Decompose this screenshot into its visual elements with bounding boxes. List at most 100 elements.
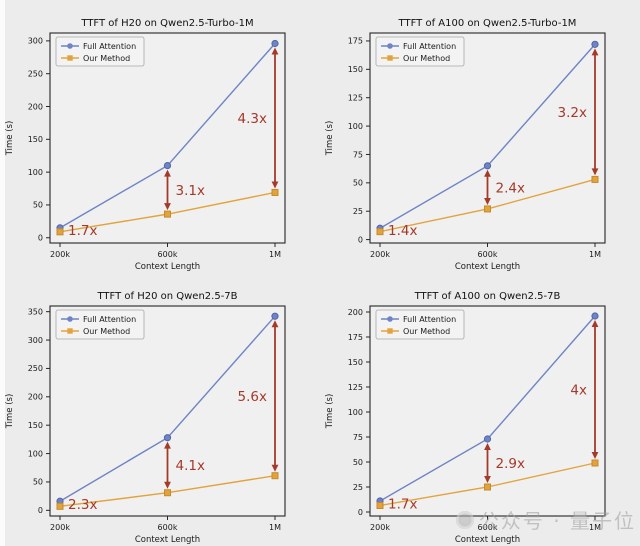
data-point-marker-our-method bbox=[591, 175, 599, 183]
chart-title: TTFT of H20 on Qwen2.5-Turbo-1M bbox=[80, 18, 253, 29]
speedup-label: 2.4x bbox=[496, 180, 525, 196]
data-point-marker-our-method bbox=[164, 489, 171, 497]
data-point-marker-full-attention bbox=[163, 434, 172, 442]
speedup-label: 3.2x bbox=[558, 105, 587, 121]
legend-marker-circle-icon bbox=[67, 316, 73, 322]
y-tick-label: 125 bbox=[348, 383, 363, 392]
arrowhead-down-icon bbox=[271, 181, 279, 189]
x-tick-label: 1M bbox=[269, 523, 281, 532]
y-tick-label: 25 bbox=[353, 207, 363, 216]
x-axis-label: Context Length bbox=[455, 262, 520, 272]
legend: Full Attention Our Method bbox=[375, 309, 465, 340]
chart-title: TTFT of H20 on Qwen2.5-7B bbox=[96, 291, 237, 302]
arrowhead-up-icon bbox=[271, 47, 279, 55]
arrowhead-down-icon bbox=[591, 452, 599, 459]
y-tick-label: 50 bbox=[353, 458, 363, 467]
legend-label: Full Attention bbox=[403, 42, 456, 51]
y-tick-label: 75 bbox=[353, 433, 363, 442]
data-point-marker-our-method bbox=[484, 205, 491, 213]
chart-cell-h20-7b: 2.3x 4.1x 5.6x 0 50 100 150 200 250 300 350 200k 600… bbox=[0, 273, 320, 546]
y-tick-label: 0 bbox=[358, 235, 363, 244]
speedup-label: 1.7x bbox=[68, 223, 97, 239]
x-tick-label: 600k bbox=[478, 250, 498, 259]
y-axis-label: Time (s) bbox=[325, 121, 335, 157]
x-tick-label: 1M bbox=[589, 523, 601, 532]
y-tick-label: 150 bbox=[28, 421, 43, 430]
x-tick-label: 200k bbox=[50, 523, 70, 532]
y-tick-label: 175 bbox=[348, 37, 363, 46]
legend-marker-square-icon bbox=[387, 55, 393, 61]
arrowhead-down-icon bbox=[591, 168, 599, 176]
data-point-marker-full-attention bbox=[483, 162, 492, 170]
data-point-marker-our-method bbox=[591, 459, 599, 467]
chart-title: TTFT of A100 on Qwen2.5-Turbo-1M bbox=[398, 18, 577, 29]
speedup-label: 4.3x bbox=[238, 111, 267, 127]
x-axis-label: Context Length bbox=[135, 262, 200, 272]
chart-ttft-h20-7b: 2.3x 4.1x 5.6x 0 50 100 150 200 250 300 350 200k 600… bbox=[5, 291, 286, 545]
data-point-marker-full-attention bbox=[591, 40, 599, 48]
legend-marker-square-icon bbox=[387, 328, 393, 334]
legend: Full Attention Our Method bbox=[55, 36, 145, 67]
y-tick-label: 50 bbox=[353, 179, 363, 188]
chart-ttft-a100-turbo-1m: 1.4x 2.4x 3.2x 0 25 50 75 100 125 150 175 200k 600k 1… bbox=[325, 18, 606, 272]
legend-box bbox=[375, 309, 465, 340]
x-tick-label: 200k bbox=[370, 250, 390, 259]
y-axis-label: Time (s) bbox=[5, 121, 15, 157]
y-tick-label: 200 bbox=[28, 393, 43, 402]
speedup-label: 3.1x bbox=[176, 183, 205, 199]
data-point-marker-our-method bbox=[376, 502, 384, 509]
x-tick-label: 200k bbox=[50, 250, 70, 259]
arrowhead-down-icon bbox=[484, 197, 491, 205]
y-tick-label: 0 bbox=[358, 508, 363, 517]
data-point-marker-our-method bbox=[164, 210, 171, 218]
legend-marker-circle-icon bbox=[67, 43, 73, 49]
x-tick-label: 600k bbox=[478, 523, 498, 532]
legend: Full Attention Our Method bbox=[375, 36, 465, 67]
data-point-marker-full-attention bbox=[483, 435, 492, 443]
chart-title: TTFT of A100 on Qwen2.5-7B bbox=[414, 291, 561, 302]
y-tick-label: 125 bbox=[348, 94, 363, 103]
legend-box bbox=[55, 309, 145, 340]
data-point-marker-our-method bbox=[56, 228, 64, 236]
data-point-marker-our-method bbox=[271, 188, 279, 196]
y-tick-label: 150 bbox=[28, 135, 43, 144]
data-point-marker-full-attention bbox=[591, 312, 599, 320]
chart-ttft-a100-7b: 1.7x 2.9x 4x 0 25 50 75 100 125 150 175 200 200k 600k… bbox=[325, 291, 606, 545]
y-axis-label: Time (s) bbox=[325, 394, 335, 430]
chart-cell-a100-7b: 1.7x 2.9x 4x 0 25 50 75 100 125 150 175 200 200k 600k… bbox=[320, 273, 640, 546]
legend: Full Attention Our Method bbox=[55, 309, 145, 340]
y-tick-label: 0 bbox=[38, 234, 43, 243]
speedup-label: 4.1x bbox=[176, 458, 205, 474]
x-axis-label: Context Length bbox=[455, 535, 520, 545]
x-tick-label: 1M bbox=[269, 250, 281, 259]
y-tick-label: 300 bbox=[28, 37, 43, 46]
y-tick-label: 300 bbox=[28, 336, 43, 345]
y-tick-label: 250 bbox=[28, 69, 43, 78]
legend-label: Full Attention bbox=[403, 315, 456, 324]
speedup-label: 1.7x bbox=[388, 496, 417, 512]
legend-marker-square-icon bbox=[67, 328, 73, 334]
speedup-label: 4x bbox=[570, 383, 587, 399]
y-tick-label: 25 bbox=[353, 483, 363, 492]
speedup-label: 2.3x bbox=[68, 497, 97, 513]
arrowhead-down-icon bbox=[271, 464, 279, 472]
speedup-label: 2.9x bbox=[496, 456, 525, 472]
x-tick-label: 600k bbox=[158, 523, 178, 532]
y-tick-label: 100 bbox=[28, 449, 43, 458]
arrowhead-up-icon bbox=[591, 320, 599, 327]
y-tick-label: 200 bbox=[28, 102, 43, 111]
y-tick-label: 0 bbox=[38, 506, 43, 515]
x-tick-label: 200k bbox=[370, 523, 390, 532]
arrowhead-down-icon bbox=[164, 481, 171, 489]
y-tick-label: 100 bbox=[348, 408, 363, 417]
y-tick-label: 50 bbox=[33, 478, 43, 487]
speedup-label: 5.6x bbox=[238, 389, 267, 405]
y-tick-label: 50 bbox=[33, 201, 43, 210]
legend-marker-circle-icon bbox=[387, 316, 393, 322]
chart-ttft-h20-turbo-1m: 1.7x 3.1x 4.3x 0 50 100 150 200 250 300 200k 600k 1M… bbox=[5, 18, 286, 272]
y-tick-label: 150 bbox=[348, 65, 363, 74]
legend-box bbox=[55, 36, 145, 67]
data-point-marker-full-attention bbox=[271, 312, 279, 320]
